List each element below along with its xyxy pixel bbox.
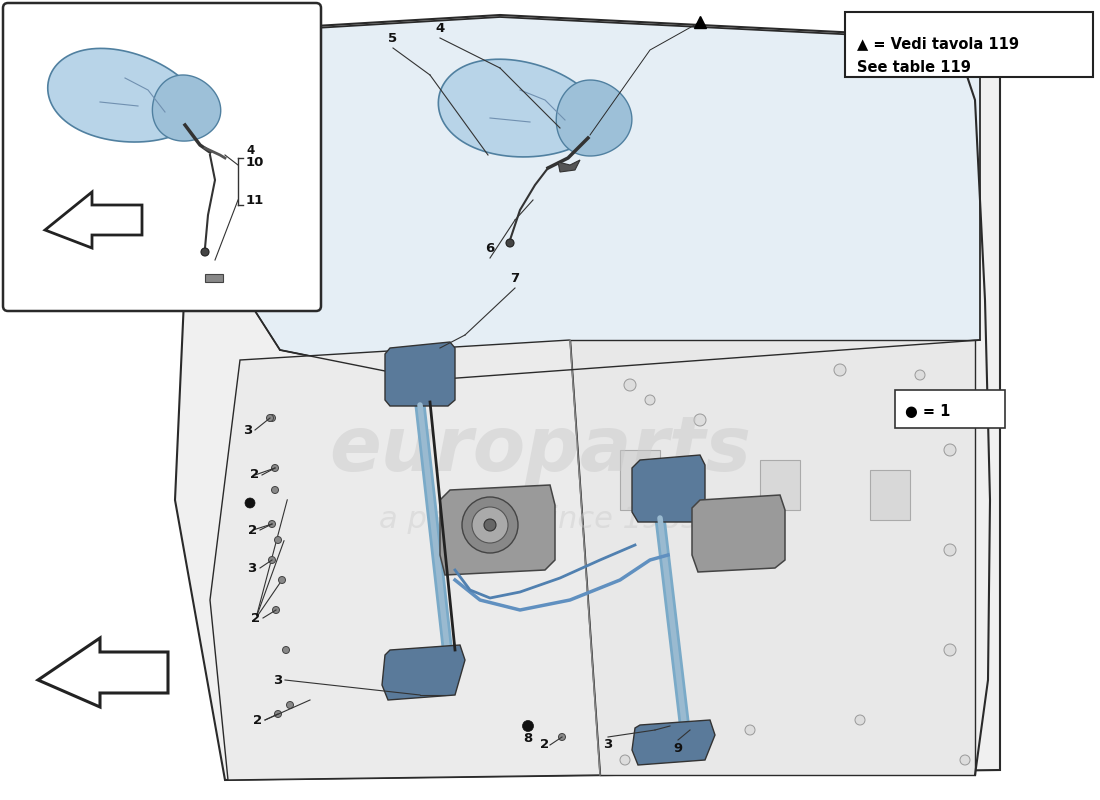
- Circle shape: [624, 379, 636, 391]
- Circle shape: [855, 715, 865, 725]
- Circle shape: [275, 537, 282, 543]
- Polygon shape: [692, 495, 785, 572]
- Circle shape: [268, 557, 275, 563]
- Circle shape: [286, 702, 294, 709]
- Circle shape: [484, 519, 496, 531]
- Polygon shape: [558, 160, 580, 172]
- Text: 10: 10: [246, 157, 264, 170]
- Polygon shape: [438, 59, 600, 157]
- Circle shape: [506, 239, 514, 247]
- Polygon shape: [570, 340, 975, 775]
- Text: 4: 4: [436, 22, 444, 34]
- Circle shape: [201, 248, 209, 256]
- Text: 11: 11: [246, 194, 264, 206]
- Circle shape: [559, 734, 565, 741]
- Circle shape: [944, 444, 956, 456]
- FancyBboxPatch shape: [3, 3, 321, 311]
- Circle shape: [278, 577, 286, 583]
- Text: 2: 2: [540, 738, 550, 751]
- Circle shape: [462, 497, 518, 553]
- Circle shape: [272, 465, 278, 471]
- Circle shape: [268, 521, 275, 527]
- Circle shape: [834, 364, 846, 376]
- Text: ▲ = Vedi tavola 119: ▲ = Vedi tavola 119: [857, 37, 1019, 51]
- Bar: [620, 450, 660, 510]
- Polygon shape: [39, 638, 168, 707]
- Text: 4: 4: [246, 145, 254, 158]
- Circle shape: [522, 721, 534, 731]
- Circle shape: [694, 414, 706, 426]
- Polygon shape: [248, 17, 980, 380]
- Text: 3: 3: [243, 423, 253, 437]
- Text: 6: 6: [485, 242, 495, 254]
- Text: 9: 9: [673, 742, 683, 754]
- Text: 3: 3: [248, 562, 256, 574]
- Circle shape: [960, 755, 970, 765]
- Polygon shape: [45, 192, 142, 248]
- Polygon shape: [557, 80, 631, 156]
- Polygon shape: [382, 645, 465, 700]
- Circle shape: [272, 486, 278, 494]
- Circle shape: [283, 646, 289, 654]
- Text: 3: 3: [604, 738, 613, 751]
- Text: a passion since 1985: a passion since 1985: [379, 506, 701, 534]
- Bar: [870, 470, 910, 520]
- Circle shape: [273, 606, 279, 614]
- Polygon shape: [47, 48, 199, 142]
- Text: 3: 3: [274, 674, 283, 686]
- Text: 2: 2: [249, 523, 257, 537]
- Polygon shape: [210, 340, 600, 780]
- Circle shape: [245, 498, 255, 508]
- Polygon shape: [153, 75, 221, 141]
- Circle shape: [275, 710, 282, 718]
- Circle shape: [472, 507, 508, 543]
- Polygon shape: [440, 485, 556, 575]
- Circle shape: [620, 755, 630, 765]
- Circle shape: [745, 725, 755, 735]
- Bar: [760, 460, 800, 510]
- Text: 2: 2: [251, 469, 260, 482]
- Text: ● = 1: ● = 1: [905, 405, 950, 419]
- Circle shape: [645, 395, 654, 405]
- Text: 7: 7: [510, 271, 519, 285]
- Bar: [845, 12, 1093, 77]
- Circle shape: [915, 370, 925, 380]
- Circle shape: [944, 544, 956, 556]
- Circle shape: [944, 644, 956, 656]
- Text: 2: 2: [253, 714, 263, 726]
- Bar: [205, 274, 223, 282]
- Polygon shape: [175, 15, 1000, 780]
- Text: europarts: europarts: [329, 413, 751, 487]
- Text: See table 119: See table 119: [857, 61, 971, 75]
- Text: 8: 8: [524, 731, 532, 745]
- Bar: [895, 390, 1005, 428]
- Polygon shape: [632, 455, 705, 522]
- Text: 5: 5: [388, 31, 397, 45]
- Circle shape: [266, 414, 274, 422]
- Circle shape: [268, 414, 275, 422]
- Polygon shape: [385, 342, 455, 406]
- Polygon shape: [632, 720, 715, 765]
- Text: 2: 2: [252, 611, 261, 625]
